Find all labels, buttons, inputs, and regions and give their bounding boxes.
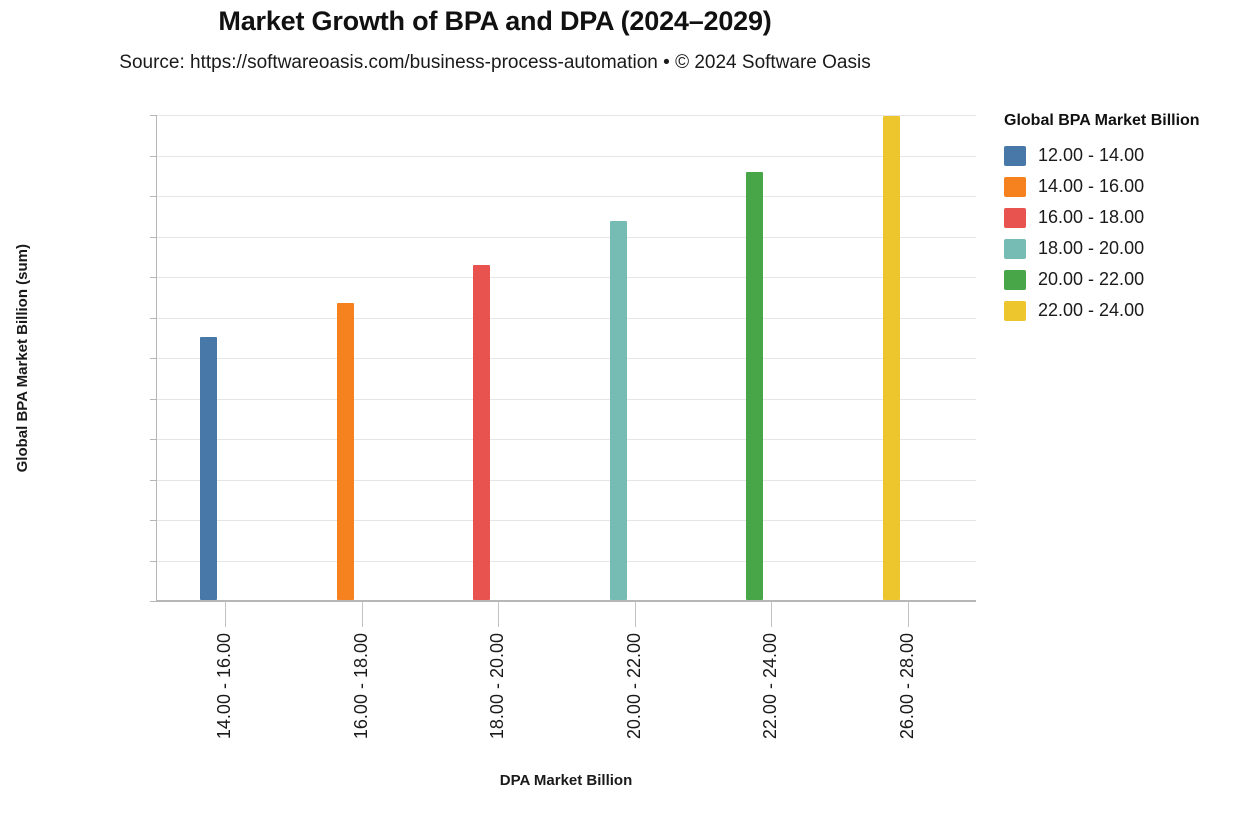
y-gridline: [157, 358, 976, 359]
legend-item-list: 12.00 - 14.00 14.00 - 16.00 16.00 - 18.00 1…: [1004, 140, 1244, 326]
legend-item[interactable]: 16.00 - 18.00: [1004, 202, 1244, 233]
y-tick-mark: [150, 601, 157, 602]
legend-color-swatch: [1004, 300, 1026, 321]
x-tick-label: 16.00 - 18.00: [350, 633, 371, 740]
legend-item[interactable]: 12.00 - 14.00: [1004, 140, 1244, 171]
legend-color-swatch: [1004, 145, 1026, 166]
x-tick-label: 26.00 - 28.00: [896, 633, 917, 740]
x-tick-label: 22.00 - 24.00: [760, 633, 781, 740]
x-tick-label: 18.00 - 20.00: [487, 633, 508, 740]
bar[interactable]: [746, 171, 764, 600]
plot-area: 0.002.004.006.008.0010.0012.0014.0016.00…: [150, 115, 976, 739]
y-tick-mark: [150, 236, 157, 238]
y-axis-title: Global BPA Market Billion (sum): [14, 115, 31, 602]
bar[interactable]: [473, 264, 491, 600]
chart-title: Market Growth of BPA and DPA (2024–2029): [218, 6, 772, 36]
legend-item[interactable]: 22.00 - 24.00: [1004, 295, 1244, 326]
x-tick-mark: [361, 601, 363, 627]
legend-color-swatch: [1004, 176, 1026, 197]
legend-item[interactable]: 14.00 - 16.00: [1004, 171, 1244, 202]
x-axis-line: [157, 600, 976, 601]
x-tick-mark: [498, 601, 500, 627]
y-tick-mark: [150, 115, 157, 116]
y-gridline: [157, 115, 976, 116]
y-tick-mark: [150, 560, 157, 562]
y-tick-mark: [150, 196, 157, 197]
y-tick-mark: [150, 520, 157, 521]
y-tick-mark: [150, 439, 157, 440]
y-gridline: [157, 196, 976, 197]
x-tick-mark: [907, 601, 909, 627]
x-tick-label: 20.00 - 22.00: [623, 633, 644, 740]
bar[interactable]: [336, 303, 354, 600]
legend-color-swatch: [1004, 238, 1026, 259]
y-gridline: [157, 317, 976, 319]
y-tick-mark: [150, 317, 157, 319]
bar[interactable]: [609, 221, 627, 600]
x-axis-title: DPA Market Billion: [499, 772, 633, 789]
legend-item-label: 22.00 - 24.00: [1038, 300, 1145, 320]
legend-item-label: 16.00 - 18.00: [1038, 207, 1145, 227]
legend-item[interactable]: 18.00 - 20.00: [1004, 233, 1244, 264]
y-tick-mark: [150, 358, 157, 359]
y-tick-mark: [150, 277, 157, 278]
y-tick-mark: [150, 479, 157, 481]
bar[interactable]: [882, 116, 900, 600]
x-tick-mark: [771, 601, 773, 627]
x-tick-mark: [225, 601, 227, 627]
y-gridline: [157, 520, 976, 521]
legend: Global BPA Market Billion 12.00 - 14.00 1…: [1004, 112, 1244, 326]
x-tick-label: 14.00 - 16.00: [214, 633, 235, 740]
y-gridline: [157, 479, 976, 481]
legend-item-label: 18.00 - 20.00: [1038, 238, 1145, 258]
y-tick-mark: [150, 398, 157, 400]
legend-item[interactable]: 20.00 - 22.00: [1004, 264, 1244, 295]
y-gridline: [157, 236, 976, 238]
bar[interactable]: [200, 336, 218, 600]
legend-item-label: 14.00 - 16.00: [1038, 176, 1145, 196]
legend-color-swatch: [1004, 269, 1026, 290]
y-axis-title-label: Global BPA Market Billion (sum): [14, 244, 31, 473]
x-tick-mark: [634, 601, 636, 627]
y-tick-mark: [150, 155, 157, 157]
legend-title: Global BPA Market Billion: [1004, 112, 1200, 129]
legend-item-label: 12.00 - 14.00: [1038, 145, 1145, 165]
y-gridline: [157, 277, 976, 278]
y-gridline: [157, 439, 976, 440]
legend-color-swatch: [1004, 207, 1026, 228]
y-gridline: [157, 398, 976, 400]
y-gridline: [157, 560, 976, 562]
y-gridline: [157, 155, 976, 157]
legend-item-label: 20.00 - 22.00: [1038, 269, 1145, 289]
chart-subtitle-source: Source: https://softwareoasis.com/busine…: [119, 52, 871, 73]
